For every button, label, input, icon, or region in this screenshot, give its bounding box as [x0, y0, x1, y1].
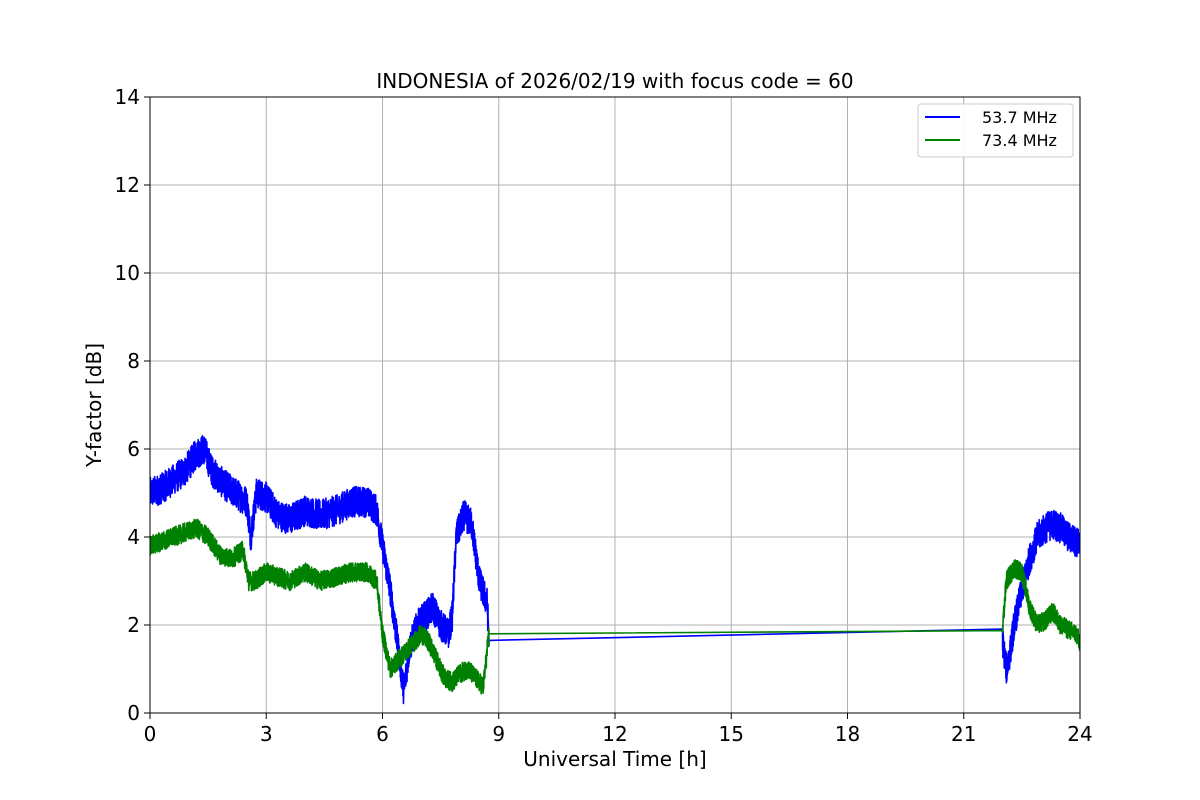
ticks	[144, 96, 1081, 719]
y-tick-label: 2	[127, 613, 140, 637]
y-tick-label: 4	[127, 525, 140, 549]
series-line-73-4-mhz	[150, 518, 1080, 695]
x-axis-label: Universal Time [h]	[523, 747, 706, 771]
x-tick-label: 6	[376, 722, 389, 746]
series-line-53-7-mhz	[150, 434, 1080, 705]
y-tick-label: 0	[127, 701, 140, 725]
series-layer	[150, 434, 1080, 705]
y-tick-label: 14	[115, 85, 140, 109]
y-tick-label: 12	[115, 173, 140, 197]
legend: 53.7 MHz 73.4 MHz	[917, 103, 1074, 158]
x-tick-label: 15	[719, 722, 744, 746]
legend-label-53-7: 53.7 MHz	[982, 108, 1057, 127]
y-tick-label: 10	[115, 261, 140, 285]
y-tick-label: 6	[127, 437, 140, 461]
x-tick-label: 12	[602, 722, 627, 746]
y-tick-label: 8	[127, 349, 140, 373]
x-tick-label: 3	[260, 722, 273, 746]
x-tick-label: 9	[492, 722, 505, 746]
x-tick-label: 24	[1067, 722, 1092, 746]
x-tick-label: 0	[144, 722, 157, 746]
x-tick-label: 18	[835, 722, 860, 746]
chart-title: INDONESIA of 2026/02/19 with focus code …	[376, 69, 853, 93]
x-tick-label: 21	[951, 722, 976, 746]
legend-label-73-4: 73.4 MHz	[982, 131, 1057, 150]
y-axis-label: Y-factor [dB]	[82, 343, 106, 468]
